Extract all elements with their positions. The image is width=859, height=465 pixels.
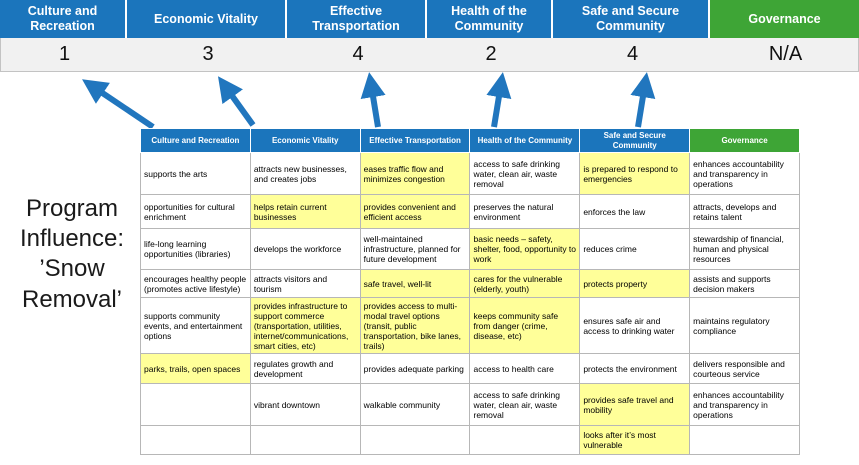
arrow-icon-health (486, 72, 512, 128)
matrix-row: supports community events, and entertain… (140, 297, 800, 355)
matrix-cell: access to safe drinking water, clean air… (469, 383, 581, 427)
matrix-cell: attracts, develops and retains talent (689, 194, 800, 230)
matrix-row: opportunities for cultural enrichment hel… (140, 194, 800, 230)
matrix-cell: opportunities for cultural enrichment (140, 194, 251, 230)
summary-score-safe-and-secure-community: 4 (626, 43, 639, 65)
arrow-icon-economic (218, 76, 256, 127)
matrix-header-health-of-the-community: Health of the Community (469, 127, 581, 154)
matrix-header-row: Culture and Recreation Economic Vitality E… (140, 127, 800, 154)
summary-header-row: Culture and Recreation Economic Vitality E… (0, 0, 859, 38)
summary-score-effective-transportation: 4 (352, 43, 364, 65)
matrix-cell: life-long learning opportunities (librar… (140, 228, 251, 271)
matrix-cell-highlighted: provides safe travel and mobility (579, 383, 691, 427)
matrix-row: parks, trails, open spaces regulates grow… (140, 353, 800, 385)
summary-score-health-of-the-community: 2 (485, 43, 497, 65)
arrow-icon-culture (82, 79, 155, 130)
matrix-cell-highlighted: cares for the vulnerable (elderly, youth… (469, 269, 581, 299)
matrix-header-governance: Governance (689, 127, 800, 154)
matrix-cell: ensures safe air and access to drinking … (579, 297, 691, 355)
matrix-cell: well-maintained infrastructure, planned … (359, 228, 471, 271)
summary-header-governance: Governance (710, 0, 859, 38)
matrix-cell: attracts visitors and tourism (249, 269, 361, 299)
matrix-cell: enforces the law (579, 194, 691, 230)
matrix-cell: supports community events, and entertain… (140, 297, 251, 355)
summary-header-health-of-the-community: Health of the Community (427, 0, 553, 38)
matrix-cell (249, 425, 361, 456)
matrix-cell: enhances accountability and transparency… (689, 383, 800, 427)
matrix-cell: assists and supports decision makers (689, 269, 800, 299)
matrix-row: life-long learning opportunities (librar… (140, 228, 800, 271)
influence-matrix: Culture and Recreation Economic Vitality E… (140, 127, 800, 456)
matrix-body: supports the arts attracts new businesses… (140, 152, 800, 456)
summary-score-economic-vitality: 3 (202, 43, 214, 65)
summary-score-governance: N/A (768, 43, 803, 65)
matrix-row: looks after it’s most vulnerable (140, 425, 800, 456)
matrix-cell-highlighted: safe travel, well-lit (359, 269, 471, 299)
matrix-cell-highlighted: keeps community safe from danger (crime,… (469, 297, 581, 355)
matrix-header-economic-vitality: Economic Vitality (249, 127, 361, 154)
summary-score-row: 1 3 4 2 4 N/A (0, 38, 859, 72)
matrix-cell: attracts new businesses, and creates job… (249, 152, 361, 196)
matrix-cell-highlighted: looks after it’s most vulnerable (579, 425, 691, 456)
matrix-cell-highlighted: basic needs – safety, shelter, food, opp… (469, 228, 581, 271)
matrix-cell: reduces crime (579, 228, 691, 271)
matrix-cell-highlighted: eases traffic flow and minimizes congest… (359, 152, 471, 196)
score-arrows-layer (82, 72, 656, 130)
matrix-cell-highlighted: helps retain current businesses (249, 194, 361, 230)
summary-band: Culture and Recreation Economic Vitality E… (0, 0, 859, 72)
arrow-icon-transportation (360, 72, 386, 128)
matrix-cell-highlighted: protects property (579, 269, 691, 299)
matrix-header-culture-and-recreation: Culture and Recreation (140, 127, 251, 154)
matrix-row: vibrant downtown walkable community access… (140, 383, 800, 427)
matrix-cell-highlighted: provides infrastructure to support comme… (249, 297, 361, 355)
matrix-cell (140, 383, 251, 427)
matrix-cell: preserves the natural environment (469, 194, 581, 230)
matrix-cell: develops the workforce (249, 228, 361, 271)
matrix-cell: walkable community (359, 383, 471, 427)
arrow-icon-safe (630, 72, 656, 128)
matrix-cell-highlighted: provides convenient and efficient access (359, 194, 471, 230)
matrix-cell: supports the arts (140, 152, 251, 196)
matrix-cell: regulates growth and development (249, 353, 361, 385)
matrix-cell-highlighted: provides access to multi-modal travel op… (359, 297, 471, 355)
summary-header-effective-transportation: Effective Transportation (287, 0, 427, 38)
matrix-cell: maintains regulatory compliance (689, 297, 800, 355)
summary-header-economic-vitality: Economic Vitality (127, 0, 287, 38)
matrix-cell (359, 425, 471, 456)
summary-header-culture-and-recreation: Culture and Recreation (0, 0, 127, 38)
summary-score-culture-and-recreation: 1 (58, 43, 71, 65)
matrix-cell: delivers responsible and courteous servi… (689, 353, 800, 385)
matrix-cell (140, 425, 251, 456)
matrix-cell (689, 425, 800, 456)
matrix-cell-highlighted: parks, trails, open spaces (140, 353, 251, 385)
matrix-cell: stewardship of financial, human and phys… (689, 228, 800, 271)
summary-header-safe-and-secure-community: Safe and Secure Community (553, 0, 710, 38)
matrix-row: supports the arts attracts new businesses… (140, 152, 800, 196)
matrix-cell-highlighted: is prepared to respond to emergencies (579, 152, 691, 196)
matrix-header-effective-transportation: Effective Transportation (359, 127, 471, 154)
matrix-cell: encourages healthy people (promotes acti… (140, 269, 251, 299)
matrix-cell: provides adequate parking (359, 353, 471, 385)
matrix-cell: access to health care (469, 353, 581, 385)
matrix-row: encourages healthy people (promotes acti… (140, 269, 800, 299)
matrix-cell: vibrant downtown (249, 383, 361, 427)
matrix-cell: protects the environment (579, 353, 691, 385)
matrix-cell (469, 425, 581, 456)
program-title: Program Influence: ’Snow Removal’ (19, 195, 125, 313)
matrix-cell: enhances accountability and transparency… (689, 152, 800, 196)
matrix-cell: access to safe drinking water, clean air… (469, 152, 581, 196)
matrix-header-safe-and-secure-community: Safe and Secure Community (579, 127, 691, 154)
